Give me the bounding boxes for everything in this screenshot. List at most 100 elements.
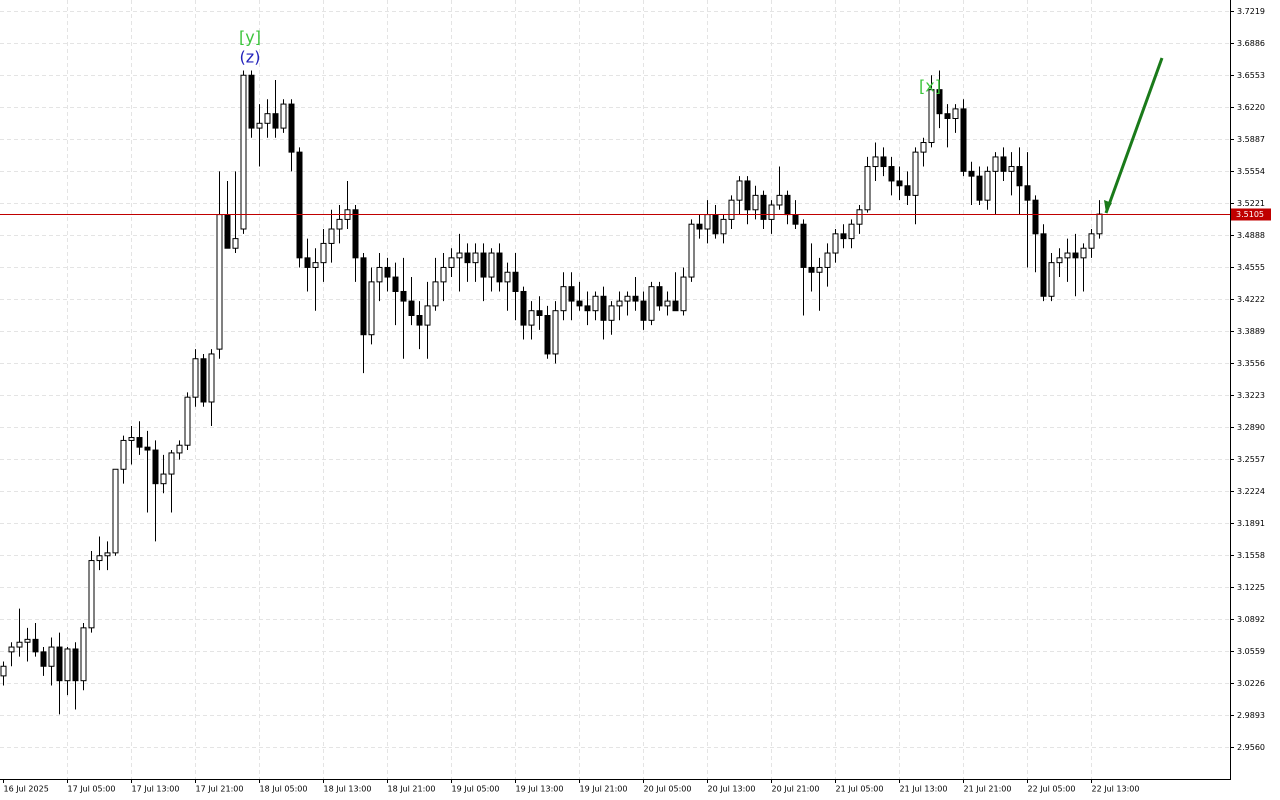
candle-body: [928, 89, 935, 144]
candle-body: [512, 271, 519, 292]
candle-body: [552, 310, 559, 355]
candle-body: [1096, 213, 1103, 235]
y-tick-label: 3.3889: [1237, 327, 1265, 336]
current-price-label: 3.5105: [1236, 210, 1264, 219]
candle-body: [576, 300, 583, 307]
candle-body: [208, 353, 215, 403]
x-tick-label: 17 Jul 05:00: [68, 785, 116, 794]
x-tick-label: 21 Jul 13:00: [900, 785, 948, 794]
candle-body: [736, 180, 743, 201]
wave-label: (z): [240, 48, 261, 67]
candle-body: [664, 300, 671, 307]
y-tick-label: 3.5887: [1237, 135, 1265, 144]
current-price-tag: [1231, 208, 1271, 221]
candle-body: [248, 74, 255, 129]
candle-body: [184, 396, 191, 446]
candle-body: [752, 194, 759, 211]
candle-body: [640, 300, 647, 321]
x-tick-label: 18 Jul 13:00: [324, 785, 372, 794]
candle-body: [1000, 156, 1007, 172]
candle-body: [768, 204, 775, 220]
candle-body: [288, 103, 295, 153]
candle-body: [488, 252, 495, 278]
candle-body: [624, 295, 631, 302]
y-tick-label: 3.4555: [1237, 263, 1265, 272]
x-tick-label: 22 Jul 05:00: [1028, 785, 1076, 794]
y-tick-label: 3.0559: [1237, 647, 1265, 656]
candle-body: [920, 142, 927, 153]
candle-body: [592, 295, 599, 312]
candle-body: [936, 89, 943, 115]
candle-body: [912, 151, 919, 196]
candle-body: [216, 214, 223, 350]
candle-body: [832, 233, 839, 254]
candle-body: [1088, 233, 1095, 249]
candle-body: [80, 627, 87, 682]
candle-body: [24, 638, 31, 643]
candle-body: [704, 214, 711, 230]
forecast-arrow: [1104, 57, 1164, 214]
candle-body: [536, 310, 543, 317]
candle-body: [1056, 257, 1063, 264]
candle-body: [1048, 262, 1055, 297]
candle-body: [792, 214, 799, 225]
candle-body: [952, 108, 959, 119]
candle-body: [304, 257, 311, 268]
candle-body: [432, 281, 439, 307]
candle-body: [1032, 199, 1039, 235]
candle-body: [816, 266, 823, 273]
candle-body: [72, 648, 79, 682]
candle-body: [680, 276, 687, 312]
candle-body: [88, 560, 95, 629]
candle-body: [224, 214, 231, 249]
candle-body: [608, 305, 615, 321]
candle-body: [104, 552, 111, 557]
wave-label: [x]: [919, 77, 941, 96]
candle-body: [904, 185, 911, 196]
y-tick-label: 3.6553: [1237, 71, 1265, 80]
y-tick-label: 3.5554: [1237, 167, 1265, 176]
candle-body: [1016, 166, 1023, 187]
candle-body: [168, 452, 175, 475]
candle-body: [32, 638, 39, 653]
candle-body: [96, 555, 103, 562]
candle-body: [888, 166, 895, 182]
candle-body: [336, 218, 343, 230]
candle-body: [448, 257, 455, 268]
candle-body: [120, 439, 127, 470]
x-tick-label: 20 Jul 13:00: [708, 785, 756, 794]
candle-body: [376, 266, 383, 283]
candle-body: [136, 437, 143, 448]
candle-body: [280, 103, 287, 129]
candle-body: [560, 286, 567, 312]
candle-body: [616, 300, 623, 307]
candle-body: [8, 646, 15, 653]
candle-body: [1040, 233, 1047, 297]
y-tick-label: 3.7219: [1237, 7, 1265, 16]
candle-body: [696, 223, 703, 230]
y-tick-label: 3.5221: [1237, 199, 1265, 208]
candle-body: [896, 180, 903, 187]
x-tick-label: 16 Jul 2025: [4, 785, 49, 794]
x-tick-label: 21 Jul 21:00: [964, 785, 1012, 794]
x-tick-label: 18 Jul 05:00: [260, 785, 308, 794]
candle-body: [944, 113, 951, 119]
candle-body: [568, 286, 575, 302]
candle-body: [392, 276, 399, 292]
candle-body: [256, 122, 263, 129]
y-tick-label: 3.3223: [1237, 391, 1265, 400]
candle-body: [112, 468, 119, 554]
candle-body: [992, 156, 999, 172]
y-tick-label: 3.1891: [1237, 519, 1265, 528]
y-tick-label: 2.9893: [1237, 711, 1265, 720]
candle-body: [312, 262, 319, 268]
x-tick-label: 19 Jul 13:00: [516, 785, 564, 794]
x-tick-label: 22 Jul 13:00: [1092, 785, 1140, 794]
candle-body: [840, 233, 847, 240]
y-tick-label: 3.4222: [1237, 295, 1265, 304]
y-tick-label: 3.2890: [1237, 423, 1265, 432]
arrow-head: [1104, 200, 1112, 213]
x-tick-label: 21 Jul 05:00: [836, 785, 884, 794]
candle-body: [56, 646, 63, 682]
